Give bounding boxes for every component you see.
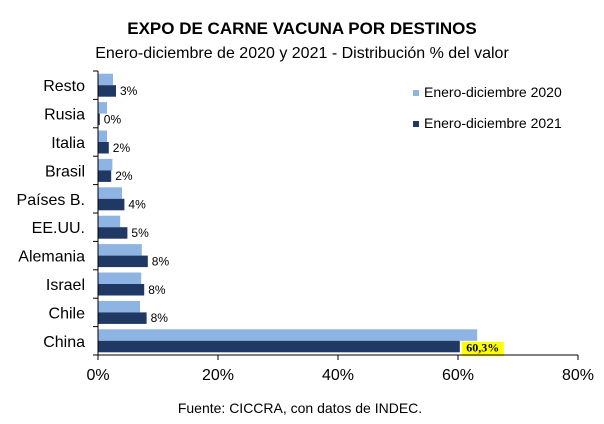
legend-swatch-2020: [413, 90, 419, 96]
category-label: China: [43, 334, 85, 351]
category-label: Alemania: [18, 249, 85, 266]
plot-area: Resto 3% Rusia 0% Italia 2% Brasil 2% Países B. 4…: [17, 70, 594, 384]
bar-2020-7: [98, 272, 142, 284]
bar-2021-9: [98, 340, 460, 353]
bar-2021-8: [98, 312, 147, 324]
legend-swatch-2021: [413, 121, 419, 127]
x-tick-label: 80%: [562, 367, 594, 384]
bar-2020-1: [98, 102, 107, 114]
bar-2020-3: [98, 158, 113, 171]
bar-2021-6: [98, 255, 148, 268]
x-tick-label: 60%: [442, 367, 474, 384]
chart-source: Fuente: CICCRA, con datos de INDEC.: [178, 400, 422, 416]
data-label: 8%: [148, 283, 166, 297]
chart-subtitle: Enero-diciembre de 2020 y 2021 - Distrib…: [95, 45, 509, 62]
bar-2021-3: [98, 170, 112, 182]
legend-label: Enero-diciembre 2020: [424, 84, 562, 100]
data-label: 8%: [152, 254, 170, 268]
bar-2020-8: [98, 300, 140, 313]
bar-2021-5: [98, 227, 128, 239]
category-label: Países B.: [17, 192, 85, 209]
x-tick-label: 40%: [322, 367, 354, 384]
category-label: Resto: [43, 78, 85, 95]
category-label: Brasil: [45, 163, 85, 180]
data-label-highlight: [461, 341, 504, 357]
data-label: 0%: [104, 112, 122, 126]
data-label: 2%: [115, 169, 133, 183]
bar-2021-4: [98, 198, 125, 211]
chart-title: EXPO DE CARNE VACUNA POR DESTINOS: [127, 19, 477, 38]
data-label: 60,3%: [466, 341, 499, 355]
x-tick-label: 0%: [86, 367, 109, 384]
bar-2020-2: [98, 130, 107, 142]
data-label: 2%: [113, 141, 131, 155]
x-tick-label: 20%: [202, 367, 234, 384]
bar-2020-0: [98, 73, 113, 86]
data-label: 4%: [128, 198, 146, 212]
bar-2021-7: [98, 284, 145, 296]
category-label: EE.UU.: [32, 220, 85, 237]
bar-2021-1: [98, 113, 100, 126]
category-label: Rusia: [44, 107, 85, 124]
bar-2021-0: [98, 85, 116, 97]
bar-2020-4: [98, 187, 122, 199]
legend-label: Enero-diciembre 2021: [424, 115, 562, 131]
category-label: Israel: [46, 277, 85, 294]
data-label: 3%: [120, 84, 138, 98]
data-label: 8%: [151, 311, 169, 325]
bar-2020-9: [98, 329, 478, 341]
category-label: Italia: [51, 135, 85, 152]
legend: Enero-diciembre 2020 Enero-diciembre 2021: [413, 84, 562, 131]
bar-2020-6: [98, 244, 142, 256]
data-label: 5%: [131, 226, 149, 240]
bar-2021-2: [98, 142, 109, 154]
bar-2020-5: [98, 215, 121, 228]
category-label: Chile: [49, 305, 86, 322]
